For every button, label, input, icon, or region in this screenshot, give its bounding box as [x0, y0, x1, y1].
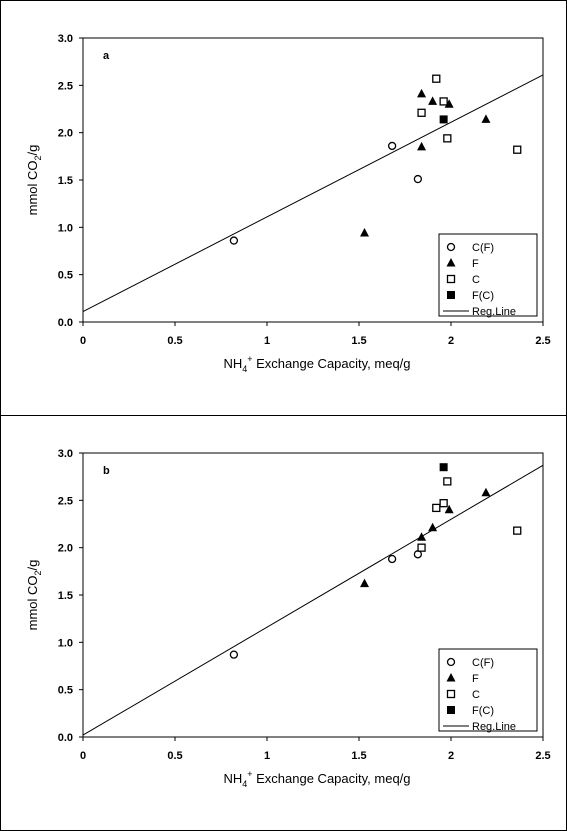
- y-tick-label: 2.5: [58, 495, 73, 507]
- x-tick-label: 0: [80, 750, 86, 762]
- legend-box: [438, 648, 538, 732]
- y-tick-label: 2.0: [58, 128, 73, 140]
- data-point: [417, 88, 427, 98]
- x-tick-label: 1: [264, 335, 270, 347]
- series-c: [417, 74, 522, 154]
- y-tick-label: 1.5: [58, 175, 73, 187]
- data-point: [444, 99, 454, 108]
- series-f: [360, 487, 491, 588]
- y-tick-label: 3.0: [58, 33, 73, 45]
- chart-panel-a: 0.0 0.5 1.0 1.5 2.0 2.5 3.0 0 0.5 1 1.5 2 2.5 a NH4+ E…: [0, 0, 567, 416]
- series-f: [360, 88, 491, 237]
- x-tick-label: 1.5: [351, 750, 366, 762]
- legend-marker: [446, 258, 456, 267]
- data-point: [432, 74, 441, 83]
- legend-label: Reg.Line: [472, 721, 516, 733]
- data-point: [428, 96, 438, 105]
- data-point: [387, 141, 397, 151]
- data-point: [444, 504, 454, 514]
- data-point: [413, 550, 423, 559]
- y-tick-label: 1.0: [58, 222, 73, 234]
- y-tick-label: 1.5: [58, 590, 73, 602]
- y-axis-title: mmol CO2/g: [25, 145, 43, 216]
- data-point: [417, 543, 426, 552]
- y-tick-label: 3.0: [58, 448, 73, 460]
- y-tick-label: 0.0: [58, 732, 73, 744]
- x-axis-title: NH4+ Exchange Capacity, meq/g: [223, 354, 410, 374]
- y-tick-label: 0.5: [58, 685, 73, 697]
- data-point: [513, 526, 522, 535]
- series-c: [417, 477, 522, 552]
- data-point: [432, 503, 441, 513]
- chart-b: 0.0 0.5 1.0 1.5 2.0 2.5 3.0 0 0.5 1 1.5 2 2.5 b NH4+ E…: [25, 448, 551, 789]
- regression-line: [82, 464, 544, 736]
- y-tick-label: 2.0: [58, 543, 73, 555]
- panel-label: a: [103, 50, 110, 62]
- series-c-f-: [229, 550, 423, 659]
- data-point: [513, 145, 522, 154]
- data-point: [439, 499, 448, 508]
- x-tick-label: 1.5: [351, 335, 366, 347]
- legend-box: [438, 233, 538, 317]
- data-point: [481, 114, 491, 123]
- series-f-c-: [439, 115, 448, 124]
- data-point: [360, 578, 370, 588]
- x-tick-label: 1: [264, 750, 270, 762]
- data-point: [417, 532, 427, 541]
- data-point: [439, 97, 448, 106]
- legend-marker: [447, 706, 455, 714]
- x-tick-label: 0.5: [167, 335, 182, 347]
- x-tick-label: 2: [448, 750, 454, 762]
- panel-label: b: [103, 465, 110, 477]
- y-axis-title: mmol CO2/g: [25, 560, 43, 631]
- x-axis-title: NH4+ Exchange Capacity, meq/g: [223, 769, 410, 789]
- legend-label: C(F): [472, 657, 494, 669]
- legend-marker: [446, 657, 456, 667]
- legend-marker: [446, 673, 456, 682]
- legend-label: F: [472, 258, 479, 270]
- chart-a: 0.0 0.5 1.0 1.5 2.0 2.5 3.0 0 0.5 1 1.5 2 2.5 a NH4+ E…: [25, 33, 551, 374]
- data-point: [481, 487, 491, 497]
- legend-label: F(C): [472, 705, 494, 717]
- x-tick-label: 2.5: [535, 750, 550, 762]
- y-tick-label: 1.0: [58, 637, 73, 649]
- y-tick-label: 0.5: [58, 270, 73, 282]
- series-c-f-: [229, 141, 423, 245]
- data-point: [443, 477, 452, 486]
- x-tick-label: 2.5: [535, 335, 550, 347]
- x-tick-label: 2: [448, 335, 454, 347]
- regression-line: [82, 74, 544, 313]
- legend-label: C(F): [472, 242, 494, 254]
- data-point: [443, 134, 452, 143]
- data-point: [417, 141, 427, 151]
- legend-marker: [446, 274, 456, 284]
- data-point: [428, 522, 438, 532]
- legend-marker: [446, 242, 456, 252]
- data-point: [439, 463, 448, 472]
- data-point: [413, 174, 423, 184]
- legend-label: Reg.Line: [472, 306, 516, 318]
- legend-label: F(C): [472, 290, 494, 302]
- series-f-c-: [439, 463, 448, 472]
- chart-panel-b: 0.0 0.5 1.0 1.5 2.0 2.5 3.0 0 0.5 1 1.5 2 2.5 b NH4+ E…: [0, 415, 567, 831]
- data-point: [387, 554, 397, 564]
- x-tick-label: 0: [80, 335, 86, 347]
- x-tick-label: 0.5: [167, 750, 182, 762]
- y-tick-label: 0.0: [58, 317, 73, 329]
- data-point: [229, 236, 239, 245]
- legend-label: C: [472, 689, 480, 701]
- legend-label: F: [472, 673, 479, 685]
- data-point: [229, 650, 239, 659]
- legend-marker: [446, 689, 456, 699]
- data-point: [417, 108, 426, 117]
- y-tick-label: 2.5: [58, 80, 73, 92]
- data-point: [360, 228, 370, 237]
- legend-label: C: [472, 274, 480, 286]
- legend-marker: [447, 291, 455, 299]
- data-point: [439, 115, 448, 124]
